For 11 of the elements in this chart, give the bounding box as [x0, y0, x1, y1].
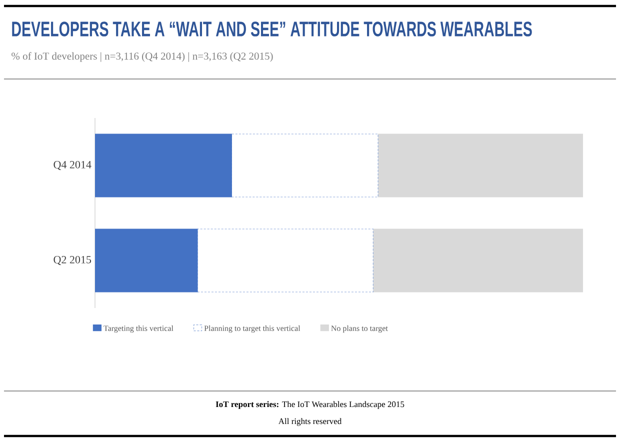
chart-subtitle: % of IoT developers | n=3,116 (Q4 2014) | n=3,163 (Q2 2015) [12, 52, 273, 62]
legend-label: Planning to target this vertical [204, 325, 300, 333]
legend-label: No plans to target [331, 325, 388, 333]
legend-label: Targeting this vertical [104, 325, 174, 333]
chart-title: DEVELOPERS TAKE A “WAIT AND SEE” ATTITUDE TOWARDS WEARABLES [12, 22, 532, 36]
y-tick-label: Q4 2014 [54, 160, 92, 170]
bar [231, 134, 378, 198]
bar [197, 228, 374, 292]
text: All rights reserved [278, 418, 342, 426]
text: IoT report series: The IoT Wearables Landscape 2015 [216, 401, 404, 409]
y-tick-label: Q2 2015 [54, 256, 92, 266]
